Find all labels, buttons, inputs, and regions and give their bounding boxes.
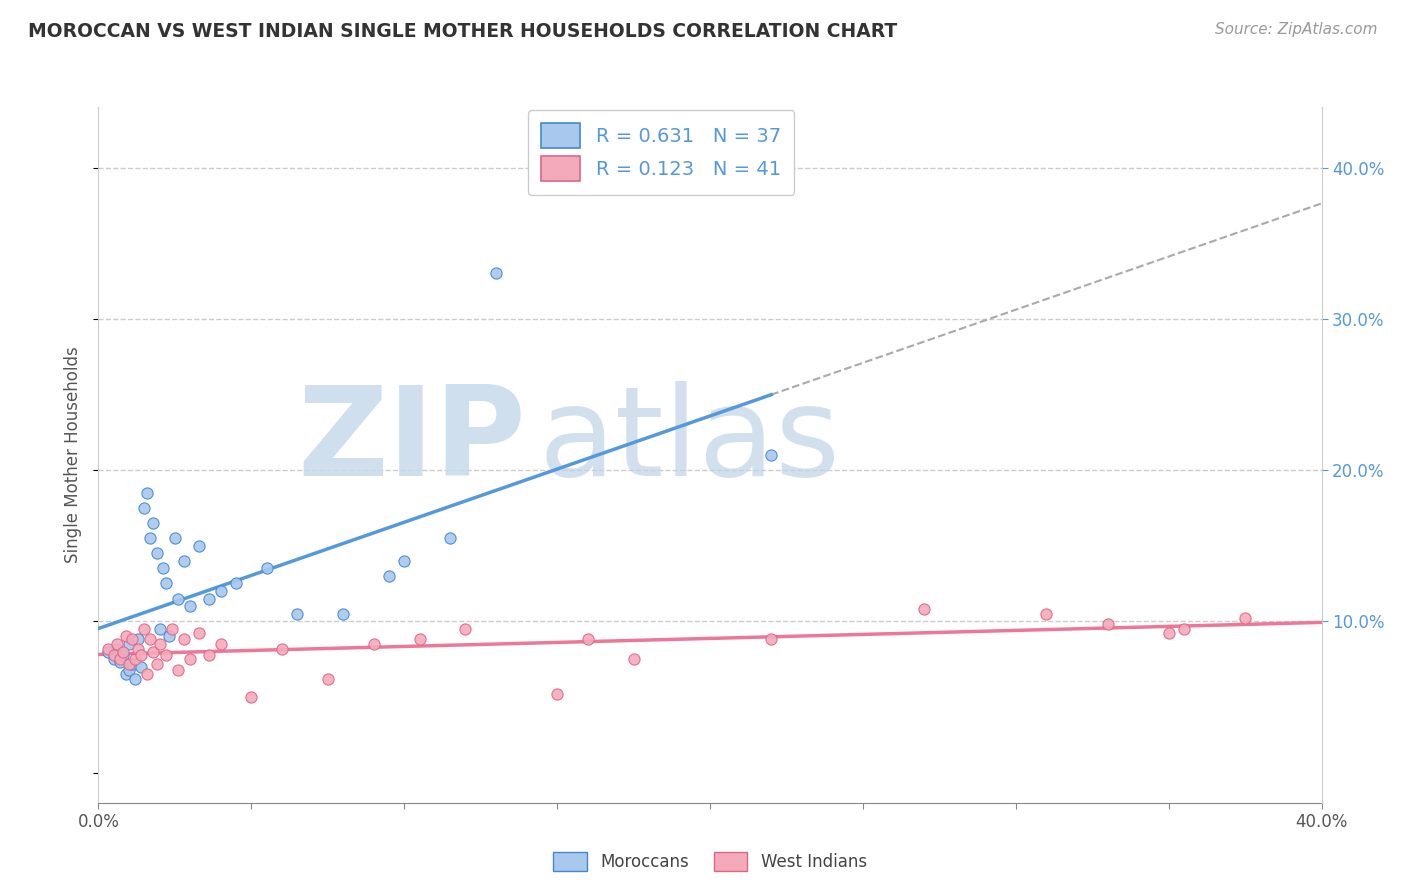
Point [197,648,219,662]
Point [188,626,211,640]
Point [270,641,292,656]
Point [142,516,165,530]
Point [167,591,190,606]
Point [576,632,599,647]
Point [121,632,143,647]
Point [139,531,162,545]
Point [392,554,416,568]
Text: MOROCCAN VS WEST INDIAN SINGLE MOTHER HOUSEHOLDS CORRELATION CHART: MOROCCAN VS WEST INDIAN SINGLE MOTHER HO… [28,22,897,41]
Point [145,657,167,671]
Point [103,652,125,666]
Point [108,655,131,669]
Text: ZIP: ZIP [298,381,526,501]
Point [209,584,232,599]
Point [118,657,141,671]
Point [115,667,138,681]
Point [378,569,401,583]
Point [285,607,308,621]
Point [127,641,149,656]
Point [136,485,159,500]
Point [111,644,134,658]
Point [97,644,120,658]
Point [105,637,128,651]
Point [118,637,141,651]
Point [139,632,162,647]
Point [485,267,508,281]
Point [209,637,232,651]
Point [149,622,172,636]
Point [912,602,935,616]
Point [454,622,477,636]
Point [97,641,120,656]
Point [439,531,461,545]
Point [759,632,782,647]
Point [1234,611,1257,625]
Point [225,576,247,591]
Point [173,632,195,647]
Point [157,629,180,643]
Point [163,531,186,545]
Point [240,690,263,704]
Point [149,637,172,651]
Point [256,561,278,575]
Point [121,657,143,671]
Point [188,539,211,553]
Text: atlas: atlas [538,381,841,501]
Point [197,591,219,606]
Point [134,622,156,636]
Point [142,644,165,658]
Y-axis label: Single Mother Households: Single Mother Households [65,347,83,563]
Point [124,652,146,666]
Point [759,448,782,462]
Point [1173,622,1195,636]
Point [160,622,183,636]
Point [124,672,146,686]
Point [363,637,385,651]
Point [179,599,201,614]
Point [332,607,354,621]
Point [1157,626,1180,640]
Point [129,659,152,673]
Point [1097,617,1119,632]
Point [546,687,568,701]
Point [316,672,339,686]
Point [105,641,128,656]
Point [179,652,201,666]
Point [129,648,152,662]
Point [623,652,645,666]
Point [111,648,134,662]
Point [155,648,177,662]
Point [155,576,177,591]
Text: Source: ZipAtlas.com: Source: ZipAtlas.com [1215,22,1378,37]
Point [108,652,131,666]
Legend: Moroccans, West Indians: Moroccans, West Indians [547,846,873,878]
Point [118,663,141,677]
Point [173,554,195,568]
Point [145,546,167,560]
Point [136,667,159,681]
Point [1035,607,1057,621]
Point [152,561,174,575]
Point [167,663,190,677]
Point [134,500,156,515]
Point [408,632,430,647]
Point [115,629,138,643]
Point [127,632,149,647]
Point [103,648,125,662]
